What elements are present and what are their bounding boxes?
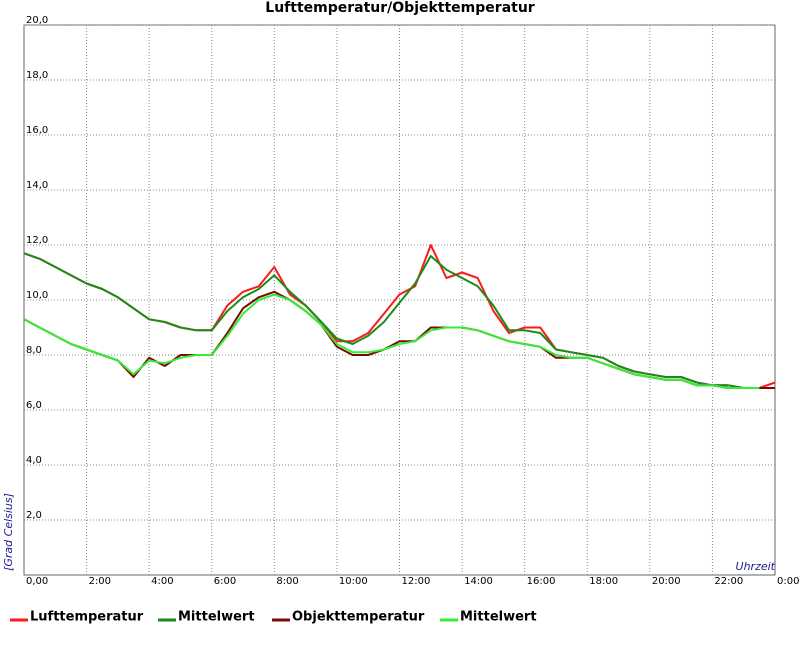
data-line <box>23 252 760 389</box>
y-tick-label: 18,0 <box>26 70 48 81</box>
x-tick-label: 18:00 <box>589 576 618 587</box>
x-tick-label: 22:00 <box>714 576 743 587</box>
y-tick-label: 6,0 <box>26 400 42 411</box>
y-tick-label: 14,0 <box>26 180 48 191</box>
data-line <box>23 293 760 389</box>
legend-label: Mittelwert <box>178 610 255 625</box>
y-tick-label: 2,0 <box>26 510 42 521</box>
y-tick-label: 4,0 <box>26 455 42 466</box>
x-tick-label: 12:00 <box>402 576 431 587</box>
x-tick-label: 2:00 <box>89 576 111 587</box>
y-tick-label: 12,0 <box>26 235 48 246</box>
x-tick-label: 0:00 <box>777 576 799 587</box>
y-tick-label: 20,0 <box>26 15 48 26</box>
y-tick-label: 16,0 <box>26 125 48 136</box>
x-tick-label: 6:00 <box>214 576 236 587</box>
x-tick-label: 8:00 <box>276 576 298 587</box>
x-tick-label: 0,00 <box>26 576 48 587</box>
legend-label: Lufttemperatur <box>30 610 144 625</box>
x-tick-label: 14:00 <box>464 576 493 587</box>
legend-label: Mittelwert <box>460 610 537 625</box>
x-tick-label: 10:00 <box>339 576 368 587</box>
legend-label: Objekttemperatur <box>292 610 425 625</box>
y-tick-label: 8,0 <box>26 345 42 356</box>
chart-title: Lufttemperatur/Objekttemperatur <box>265 0 535 16</box>
x-tick-label: 20:00 <box>652 576 681 587</box>
x-tick-label: 4:00 <box>151 576 173 587</box>
x-axis-title: Uhrzeit <box>736 560 776 573</box>
y-axis-title: [Grad Celsius] <box>2 493 15 571</box>
x-tick-label: 16:00 <box>527 576 556 587</box>
y-tick-label: 10,0 <box>26 290 48 301</box>
